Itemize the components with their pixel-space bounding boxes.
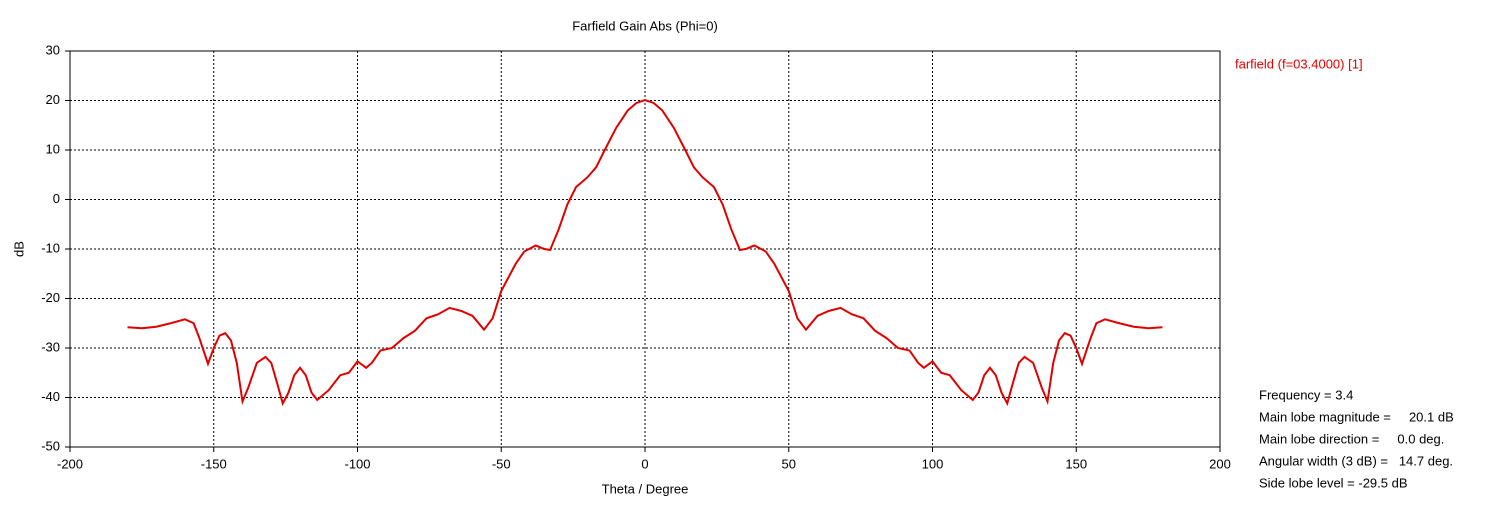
y-axis-label: dB (11, 241, 26, 257)
x-tick-label: -100 (344, 456, 370, 471)
y-tick-label: -30 (41, 339, 60, 354)
x-tick-label: -150 (201, 456, 227, 471)
y-tick-label: -20 (41, 290, 60, 305)
annotation: Main lobe magnitude = 20.1 dB (1259, 409, 1454, 424)
x-tick-label: -50 (492, 456, 511, 471)
y-tick-label: 20 (46, 92, 60, 107)
x-tick-label: -200 (57, 456, 83, 471)
x-tick-label: 0 (641, 456, 648, 471)
x-tick-label: 50 (782, 456, 796, 471)
series-line (127, 98, 1163, 407)
y-tick-label: -50 (41, 438, 60, 453)
chart-title: Farfield Gain Abs (Phi=0) (572, 18, 718, 33)
x-tick-label: 150 (1065, 456, 1087, 471)
annotation: Frequency = 3.4 (1259, 387, 1353, 402)
x-axis-label: Theta / Degree (602, 481, 689, 496)
y-tick-label: -40 (41, 389, 60, 404)
annotation: Main lobe direction = 0.0 deg. (1259, 431, 1444, 446)
legend-entry: farfield (f=03.4000) [1] (1235, 56, 1363, 71)
x-tick-label: 100 (922, 456, 944, 471)
y-tick-label: 10 (46, 141, 60, 156)
annotation: Side lobe level = -29.5 dB (1259, 475, 1408, 490)
y-tick-label: 30 (46, 42, 60, 57)
annotation: Angular width (3 dB) = 14.7 deg. (1259, 453, 1453, 468)
plot-frame (69, 50, 1221, 448)
x-tick-label: 200 (1209, 456, 1231, 471)
y-tick-label: -10 (41, 240, 60, 255)
y-tick-label: 0 (53, 191, 60, 206)
